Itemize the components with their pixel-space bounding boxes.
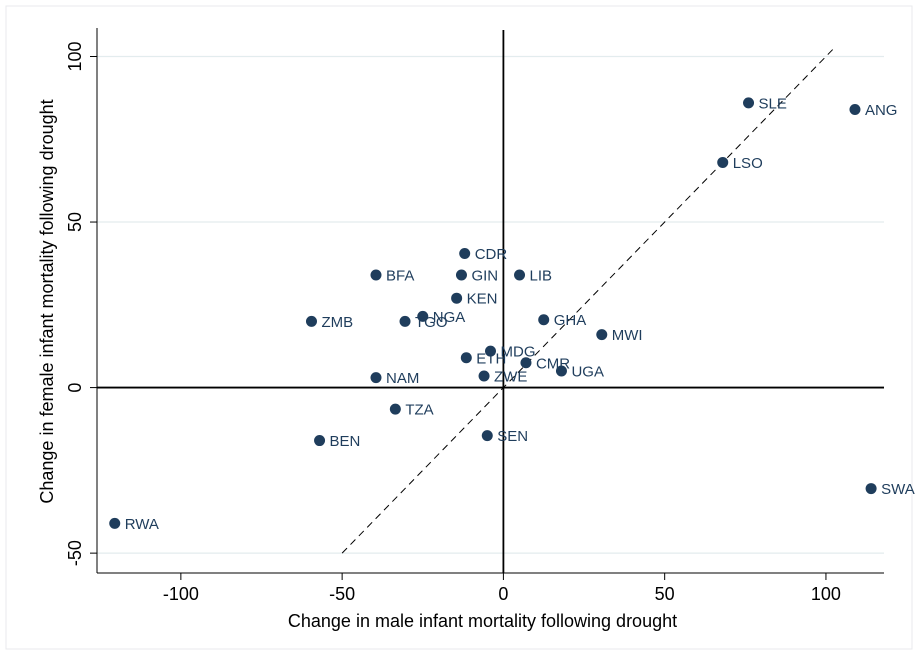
point-eth <box>460 352 472 364</box>
x-axis-title: Change in male infant mortality followin… <box>288 611 677 631</box>
point-cmr <box>520 357 532 369</box>
point-label-gha: GHA <box>554 312 587 329</box>
point-zmb <box>305 315 317 327</box>
point-cdr <box>459 247 471 259</box>
point-sen <box>481 430 493 442</box>
point-rwa <box>109 517 121 529</box>
point-label-gin: GIN <box>471 268 498 285</box>
point-nam <box>370 372 382 384</box>
point-gha <box>538 314 550 326</box>
point-nga <box>417 310 429 322</box>
point-label-nga: NGA <box>433 309 466 326</box>
y-tick-label: 50 <box>65 212 85 232</box>
point-swa <box>865 483 877 495</box>
point-tgo <box>399 315 411 327</box>
point-label-uga: UGA <box>571 364 604 381</box>
point-uga <box>555 365 567 377</box>
point-label-zmb: ZMB <box>321 314 353 331</box>
plot-outer-border <box>5 5 913 650</box>
point-ben <box>314 435 326 447</box>
point-label-tgo: TGO <box>415 314 448 331</box>
point-label-swa: SWA <box>881 481 915 498</box>
point-label-nam: NAM <box>386 370 419 387</box>
point-bfa <box>370 269 382 281</box>
reference-lines <box>97 30 884 573</box>
point-label-bfa: BFA <box>386 268 414 285</box>
point-label-tza: TZA <box>405 402 433 419</box>
x-tick-label: 0 <box>498 584 508 604</box>
point-zwe <box>478 370 490 382</box>
reference-line-diagonal <box>341 46 836 554</box>
point-label-lib: LIB <box>530 268 553 285</box>
point-sle <box>743 97 755 109</box>
y-tick-label: 0 <box>65 383 85 393</box>
point-mdg <box>485 345 496 357</box>
point-label-zwe: ZWE <box>494 368 527 385</box>
x-tick-label: 50 <box>655 584 675 604</box>
point-label-rwa: RWA <box>125 516 159 533</box>
point-label-sle: SLE <box>759 95 787 112</box>
point-label-mdg: MDG <box>501 344 536 361</box>
x-tick-label: -50 <box>329 584 355 604</box>
point-label-ang: ANG <box>865 102 898 119</box>
x-tick-label: -100 <box>163 584 199 604</box>
point-ken <box>451 292 463 304</box>
point-lso <box>717 156 729 168</box>
point-label-mwi: MWI <box>612 327 643 344</box>
y-axis-title: Change in female infant mortality follow… <box>37 99 57 503</box>
axes: -50 0 50 100 -100 -50 0 50 100 <box>65 28 884 604</box>
point-gin <box>455 269 467 281</box>
point-label-eth: ETH <box>476 350 506 367</box>
point-label-ben: BEN <box>330 433 361 450</box>
x-tick-label: 100 <box>811 584 841 604</box>
point-tza <box>389 403 401 415</box>
point-ang <box>849 103 861 115</box>
point-label-sen: SEN <box>497 428 528 445</box>
point-label-lso: LSO <box>733 155 763 172</box>
point-lib <box>514 269 526 281</box>
point-mwi <box>596 329 608 341</box>
y-tick-label: 100 <box>65 41 85 71</box>
point-label-cdr: CDR <box>475 246 508 263</box>
y-tick-label: -50 <box>65 540 85 566</box>
point-label-ken: KEN <box>467 291 498 308</box>
